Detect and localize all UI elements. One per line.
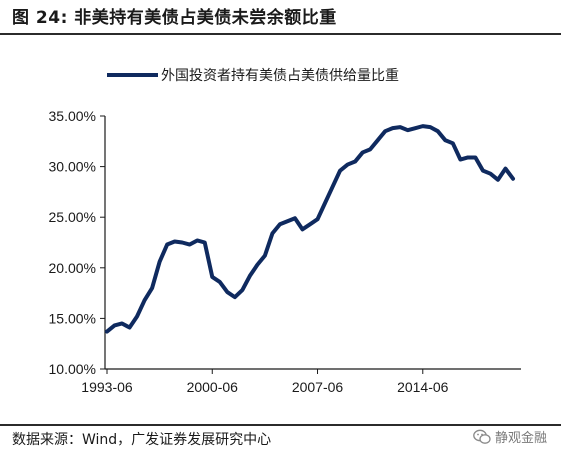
data-point [264, 254, 266, 256]
data-point [489, 172, 491, 174]
data-point [226, 291, 228, 293]
figure-title: 图 24: 非美持有美债占美债未尝余额比重 [12, 8, 337, 28]
footer-divider [0, 424, 561, 426]
data-point [369, 148, 371, 150]
data-point [414, 127, 416, 129]
data-point [346, 163, 348, 165]
data-point [316, 218, 318, 220]
y-tick-label: 20.00% [49, 260, 96, 276]
data-point [286, 220, 288, 222]
legend: 外国投资者持有美债占美债供给量比重 [107, 68, 399, 84]
data-point [474, 156, 476, 158]
source-note: 数据来源：Wind，广发证券发展研究中心 [12, 432, 272, 448]
data-point [331, 186, 333, 188]
data-point [392, 127, 394, 129]
y-axis: 10.00% 15.00% 20.00% 25.00% 30.00% 35.00% [49, 108, 105, 377]
y-tick-label: 30.00% [49, 159, 96, 175]
y-tick-label: 25.00% [49, 209, 96, 225]
data-point [429, 126, 431, 128]
wechat-icon [473, 429, 491, 444]
data-point [143, 299, 145, 301]
data-point [324, 202, 326, 204]
data-point [339, 169, 341, 171]
data-point [361, 151, 363, 153]
data-point [437, 130, 439, 132]
data-point [173, 240, 175, 242]
data-point [504, 167, 506, 169]
y-tick-label: 35.00% [49, 108, 96, 124]
data-point [128, 326, 130, 328]
data-point [407, 129, 409, 131]
data-point [256, 264, 258, 266]
data-point [497, 179, 499, 181]
watermark: 静观金融 [473, 427, 547, 446]
data-point [241, 289, 243, 291]
legend-label: 外国投资者持有美债占美债供给量比重 [161, 68, 399, 84]
data-point [467, 156, 469, 158]
data-point [204, 241, 206, 243]
x-tick-label: 2007-06 [292, 379, 344, 395]
data-point [459, 158, 461, 160]
y-tick-label: 10.00% [49, 361, 96, 377]
data-point [376, 139, 378, 141]
data-point [354, 160, 356, 162]
plot-area [105, 124, 515, 334]
data-point [384, 130, 386, 132]
data-point [444, 139, 446, 141]
title-divider [0, 33, 561, 35]
data-point [136, 315, 138, 317]
data-point [301, 228, 303, 230]
data-point [249, 275, 251, 277]
data-point [279, 223, 281, 225]
data-point [219, 281, 221, 283]
watermark-text: 静观金融 [494, 431, 547, 446]
data-point [482, 169, 484, 171]
x-tick-label: 2014-06 [397, 379, 449, 395]
line-chart: 外国投资者持有美债占美债供给量比重 10.00% 15.00% 20.00% 25.0… [49, 68, 521, 395]
data-point [196, 239, 198, 241]
data-point [151, 287, 153, 289]
data-point [166, 243, 168, 245]
data-point [121, 322, 123, 324]
data-point [399, 126, 401, 128]
y-tick-label: 15.00% [49, 310, 96, 326]
data-point [512, 178, 514, 180]
data-point [234, 296, 236, 298]
x-tick-label: 2000-06 [187, 379, 239, 395]
data-point [211, 276, 213, 278]
x-tick-label: 1993-06 [81, 379, 133, 395]
series-line [105, 124, 515, 334]
data-point [422, 125, 424, 127]
data-point [189, 243, 191, 245]
data-point [158, 261, 160, 263]
data-point [452, 142, 454, 144]
data-point [309, 223, 311, 225]
data-point [113, 324, 115, 326]
data-point [106, 330, 108, 332]
data-point [271, 232, 273, 234]
x-axis: 1993-06 2000-06 2007-06 2014-06 [81, 369, 449, 395]
data-point [181, 241, 183, 243]
data-point [294, 217, 296, 219]
